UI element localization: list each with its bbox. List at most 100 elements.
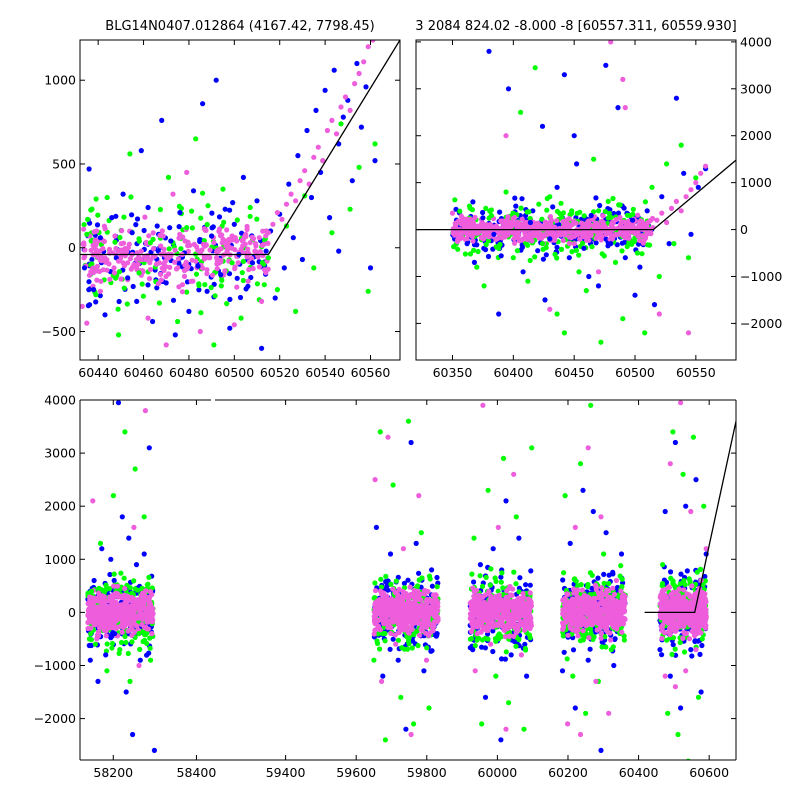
data-point <box>622 255 628 261</box>
data-point <box>222 206 228 212</box>
data-point <box>571 241 577 247</box>
panel-title: BLG14N0407.012864 (4167.42, 7798.45) <box>105 19 374 34</box>
data-point <box>649 184 655 190</box>
data-point <box>585 581 591 588</box>
data-point <box>154 223 160 229</box>
data-point <box>592 595 598 602</box>
plot-area <box>80 40 400 351</box>
data-point <box>208 284 214 291</box>
data-point <box>685 255 692 261</box>
data-point <box>427 611 433 617</box>
data-point <box>112 233 118 239</box>
data-point <box>386 611 392 617</box>
data-point <box>566 255 572 261</box>
data-point <box>571 586 577 592</box>
data-point <box>392 632 398 638</box>
data-point <box>142 637 148 644</box>
data-point <box>418 611 424 617</box>
data-point <box>621 605 627 611</box>
data-point <box>663 579 670 586</box>
data-point <box>249 234 255 240</box>
data-point <box>311 265 317 271</box>
data-point <box>91 287 97 293</box>
data-point <box>612 259 619 265</box>
data-point <box>256 235 262 241</box>
data-point <box>583 234 590 240</box>
data-point <box>563 617 570 624</box>
data-point <box>338 121 344 127</box>
data-point <box>254 281 260 287</box>
data-point <box>599 585 605 591</box>
data-point <box>505 86 512 92</box>
data-point <box>136 600 142 606</box>
data-point <box>594 607 600 613</box>
data-point <box>130 264 136 270</box>
panel-bottom: 58200 58400 59400 59600 59800 60000 60200 60400… <box>34 393 737 780</box>
data-point <box>248 274 254 281</box>
data-point <box>104 194 110 201</box>
data-point <box>498 253 504 259</box>
data-point <box>632 227 638 234</box>
data-point <box>94 268 100 274</box>
data-point <box>138 148 144 154</box>
data-point <box>619 248 625 254</box>
data-point <box>605 600 612 606</box>
data-point <box>453 232 460 238</box>
data-point <box>370 40 376 43</box>
data-point <box>116 332 122 338</box>
data-point <box>486 234 492 240</box>
data-point <box>416 577 422 583</box>
data-point <box>100 267 106 273</box>
data-point <box>158 277 164 283</box>
data-point <box>576 252 582 258</box>
data-point <box>468 636 475 642</box>
data-point <box>659 210 665 216</box>
data-point <box>134 623 140 629</box>
y-tick-label: 4000 <box>740 34 772 49</box>
data-point <box>608 40 614 45</box>
data-point <box>159 117 165 123</box>
data-point <box>508 592 514 598</box>
data-point <box>415 643 421 649</box>
data-point <box>569 208 575 214</box>
data-point <box>482 645 488 651</box>
data-point <box>198 310 204 316</box>
data-point <box>155 281 161 287</box>
data-point <box>210 224 216 230</box>
data-point <box>429 583 435 589</box>
data-point <box>619 224 625 230</box>
data-point <box>388 601 394 607</box>
data-point <box>129 632 135 638</box>
data-point <box>637 264 643 270</box>
data-point <box>111 583 117 589</box>
data-point <box>293 308 299 314</box>
data-point <box>588 630 594 636</box>
data-point <box>536 201 542 207</box>
data-point <box>125 598 131 604</box>
data-point <box>588 615 594 621</box>
data-point <box>688 231 694 237</box>
data-point <box>413 606 419 613</box>
data-point <box>671 241 677 247</box>
data-point <box>129 590 135 596</box>
data-point <box>457 208 463 214</box>
data-point <box>299 256 305 263</box>
data-point <box>121 285 127 291</box>
data-point <box>591 156 597 162</box>
data-point <box>93 299 99 305</box>
data-point <box>499 570 505 576</box>
data-point <box>621 633 627 639</box>
data-point <box>489 619 496 625</box>
data-point <box>518 109 524 115</box>
data-point <box>511 633 517 639</box>
data-point <box>224 227 230 233</box>
data-point <box>586 598 592 604</box>
data-point <box>512 195 518 201</box>
data-point <box>564 591 570 597</box>
data-point <box>539 241 546 247</box>
data-point <box>417 632 423 638</box>
data-point <box>605 198 611 204</box>
data-point <box>87 601 93 607</box>
data-point <box>695 184 701 190</box>
model-line <box>416 159 736 231</box>
